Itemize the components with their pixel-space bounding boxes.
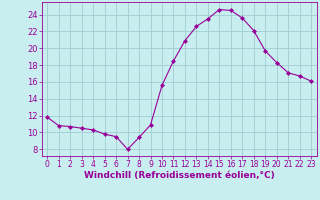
X-axis label: Windchill (Refroidissement éolien,°C): Windchill (Refroidissement éolien,°C) bbox=[84, 171, 275, 180]
